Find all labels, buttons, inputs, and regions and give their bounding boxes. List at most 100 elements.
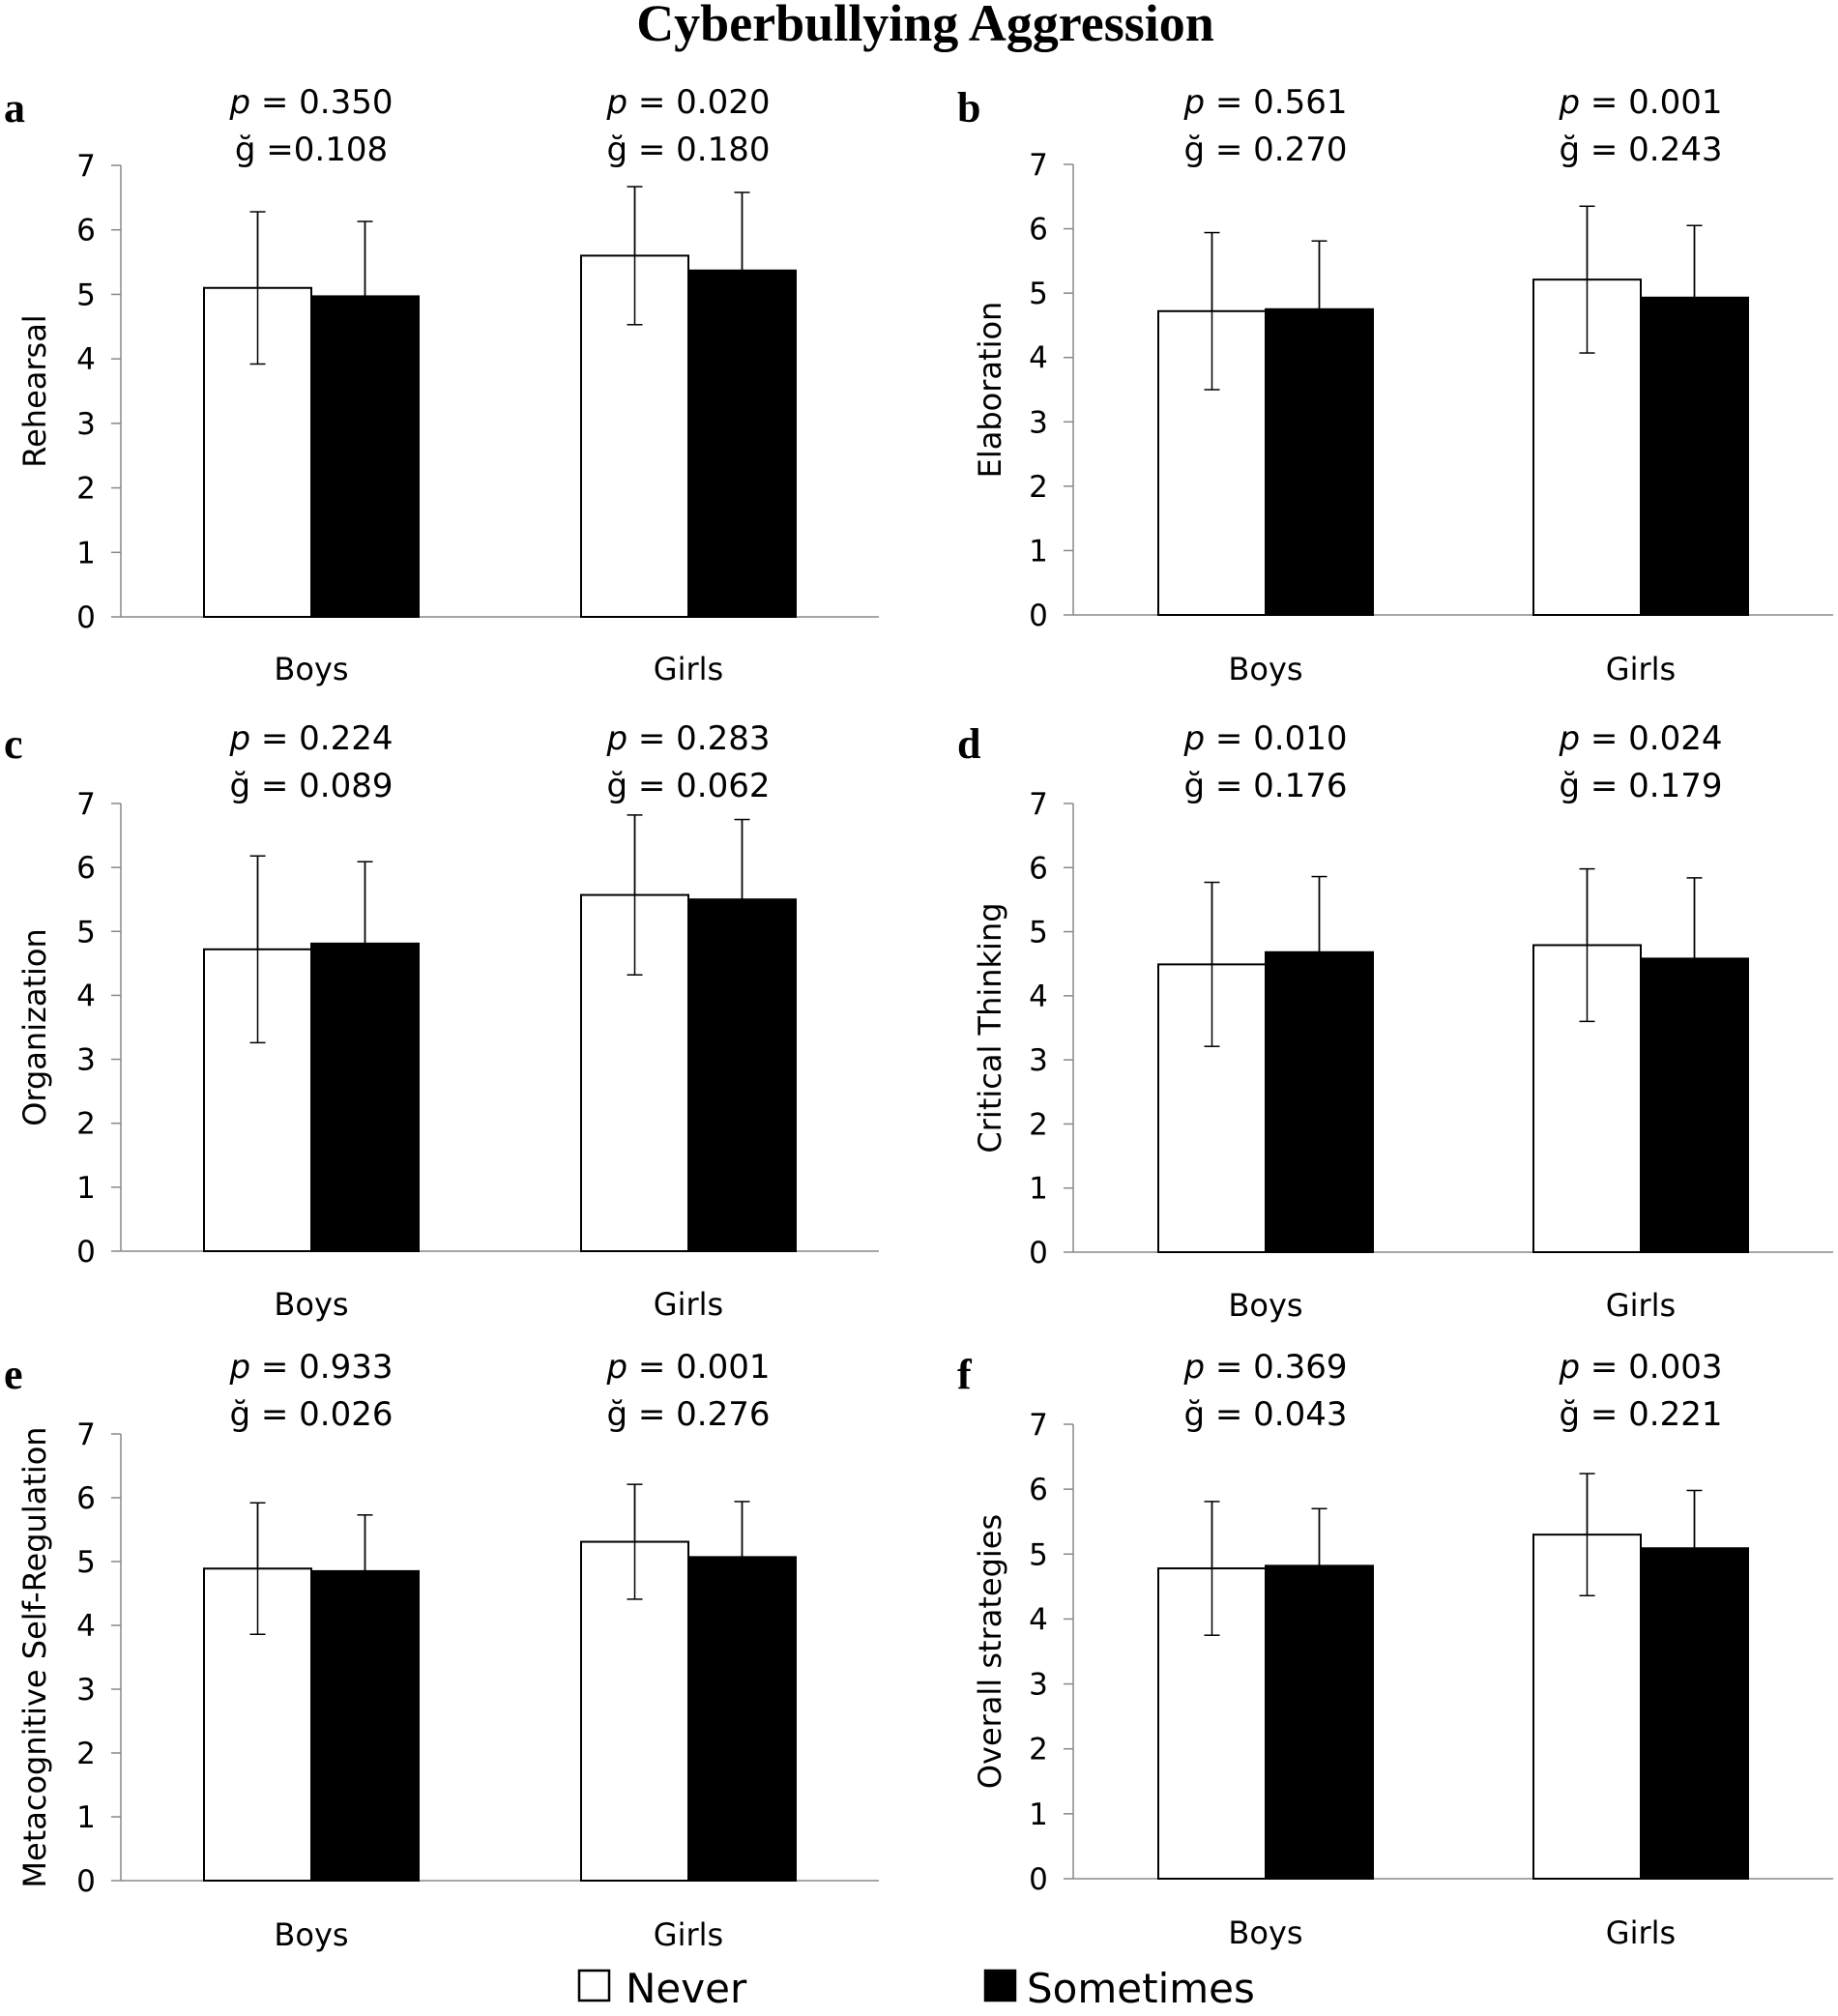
- y-tick-label: 6: [76, 214, 96, 248]
- p-value-label: p = 0.024: [1558, 719, 1722, 758]
- bar-sometimes-boys: [1265, 307, 1374, 616]
- p-value-label: p = 0.350: [228, 83, 393, 122]
- legend-label: Sometimes: [1027, 1965, 1255, 2012]
- panel-letter: b: [957, 84, 980, 131]
- panel-letter: a: [4, 84, 25, 131]
- category-label: Boys: [274, 1916, 348, 1953]
- y-tick-label: 5: [76, 915, 96, 950]
- y-tick-label: 3: [1029, 405, 1048, 440]
- panel-e: e 0 1 2 3 4 5 6 7 Metacognitive Self-Regulation Bo…: [4, 1348, 879, 1953]
- y-tick-label: 0: [1029, 1236, 1048, 1271]
- bar-sometimes-girls: [687, 1556, 797, 1882]
- p-value-label: p = 0.933: [228, 1348, 393, 1387]
- bar-sometimes-girls: [1640, 957, 1749, 1253]
- effect-size-label: ğ = 0.243: [1559, 131, 1722, 169]
- effect-size-label: ğ = 0.276: [606, 1395, 770, 1434]
- y-tick-label: 7: [76, 149, 96, 184]
- y-tick-label: 7: [1029, 1408, 1048, 1443]
- effect-size-label: ğ = 0.221: [1559, 1395, 1722, 1434]
- y-tick-label: 7: [1029, 148, 1048, 183]
- panel-letter: c: [4, 720, 23, 768]
- y-tick-label: 0: [1029, 599, 1048, 633]
- category-label: Boys: [1228, 1914, 1302, 1951]
- y-tick-label: 1: [76, 536, 96, 570]
- y-tick-label: 6: [1029, 213, 1048, 248]
- y-tick-label: 7: [1029, 787, 1048, 822]
- y-tick-label: 2: [1029, 470, 1048, 505]
- y-tick-label: 2: [1029, 1733, 1048, 1768]
- y-tick-label: 4: [1029, 341, 1048, 376]
- y-axis-label: Critical Thinking: [972, 902, 1008, 1153]
- category-label: Boys: [1228, 651, 1302, 687]
- y-tick-label: 2: [76, 1107, 96, 1142]
- bar-sometimes-boys: [1265, 1564, 1374, 1881]
- bar-sometimes-girls: [687, 269, 797, 618]
- panel-letter: f: [957, 1351, 973, 1398]
- y-tick-label: 4: [76, 979, 96, 1013]
- legend-label: Never: [626, 1965, 747, 2012]
- y-tick-label: 1: [1029, 534, 1048, 569]
- category-label: Girls: [1606, 1287, 1676, 1324]
- effect-size-label: ğ = 0.179: [1559, 767, 1722, 805]
- panel-f: f 0 1 2 3 4 5 6 7 Overall strategies Boys p = 0.369…: [957, 1348, 1833, 1951]
- effect-size-label: ğ = 0.043: [1183, 1395, 1347, 1434]
- bar-sometimes-boys: [310, 1569, 420, 1883]
- y-tick-label: 5: [1029, 277, 1048, 311]
- y-tick-label: 3: [76, 407, 96, 442]
- y-tick-label: 2: [76, 472, 96, 507]
- category-label: Boys: [274, 1286, 348, 1323]
- y-tick-label: 3: [1029, 1668, 1048, 1703]
- category-label: Boys: [1228, 1287, 1302, 1324]
- panel-d: d 0 1 2 3 4 5 6 7 Critical Thinking Boys p = 0.010 ğ…: [957, 719, 1833, 1324]
- y-tick-label: 2: [1029, 1107, 1048, 1142]
- p-value-label: p = 0.010: [1182, 719, 1347, 758]
- category-label: Girls: [1606, 1914, 1676, 1951]
- y-tick-label: 1: [1029, 1172, 1048, 1207]
- p-value-label: p = 0.003: [1558, 1348, 1722, 1387]
- legend: Never Sometimes: [577, 1965, 1255, 2012]
- y-tick-label: 1: [76, 1800, 96, 1835]
- y-tick-label: 5: [76, 1545, 96, 1580]
- y-tick-label: 5: [1029, 916, 1048, 950]
- bar-sometimes-boys: [1265, 950, 1374, 1253]
- y-tick-label: 1: [76, 1171, 96, 1206]
- category-label: Girls: [654, 651, 723, 687]
- effect-size-label: ğ = 0.270: [1183, 131, 1347, 169]
- p-value-label: p = 0.001: [1558, 83, 1722, 122]
- legend-item-sometimes: Sometimes: [983, 1965, 1255, 2012]
- effect-size-label: ğ = 0.062: [606, 767, 770, 805]
- legend-swatch: [983, 1969, 1017, 2002]
- y-tick-label: 3: [1029, 1043, 1048, 1078]
- effect-size-label: ğ = 0.026: [229, 1395, 393, 1434]
- y-axis-label: Elaboration: [972, 302, 1008, 479]
- category-label: Boys: [274, 651, 348, 687]
- y-tick-label: 5: [1029, 1537, 1048, 1572]
- bar-sometimes-girls: [1640, 296, 1749, 616]
- y-tick-label: 4: [1029, 1602, 1048, 1637]
- y-axis-label: Overall strategies: [972, 1514, 1008, 1789]
- y-tick-label: 1: [1029, 1797, 1048, 1832]
- category-label: Girls: [654, 1286, 723, 1323]
- y-tick-label: 3: [76, 1673, 96, 1708]
- figure-title: Cyberbullying Aggression: [636, 0, 1214, 52]
- y-tick-label: 7: [76, 787, 96, 822]
- y-tick-label: 4: [76, 342, 96, 377]
- p-value-label: p = 0.020: [605, 83, 770, 122]
- effect-size-label: ğ = 0.089: [229, 767, 393, 805]
- p-value-label: p = 0.224: [228, 719, 393, 758]
- p-value-label: p = 0.283: [605, 719, 770, 758]
- y-tick-label: 0: [76, 1864, 96, 1899]
- bar-sometimes-girls: [687, 898, 797, 1252]
- y-tick-label: 0: [1029, 1862, 1048, 1897]
- category-label: Girls: [654, 1916, 723, 1953]
- p-value-label: p = 0.369: [1182, 1348, 1347, 1387]
- p-value-label: p = 0.001: [605, 1348, 770, 1387]
- y-tick-label: 4: [76, 1609, 96, 1644]
- bar-sometimes-girls: [1640, 1547, 1749, 1880]
- effect-size-label: ğ =0.108: [235, 131, 388, 169]
- y-axis-label: Organization: [16, 928, 53, 1126]
- y-tick-label: 0: [76, 1235, 96, 1270]
- y-tick-label: 5: [76, 278, 96, 312]
- y-tick-label: 4: [1029, 979, 1048, 1014]
